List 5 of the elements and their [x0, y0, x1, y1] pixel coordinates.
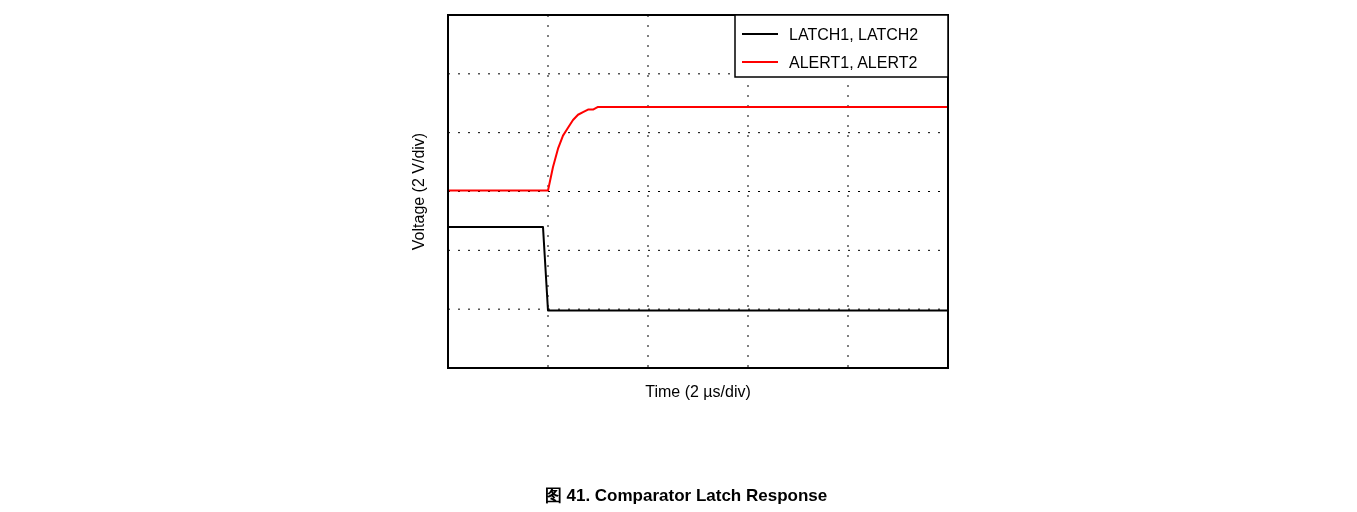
- x-axis-title: Time (2 µs/div): [645, 383, 751, 400]
- y-axis-title: Voltage (2 V/div): [410, 132, 427, 251]
- legend-label: LATCH1, LATCH2: [789, 26, 919, 43]
- legend-label: ALERT1, ALERT2: [789, 54, 918, 71]
- text: 图 41. Comparator Latch Response: [544, 486, 828, 505]
